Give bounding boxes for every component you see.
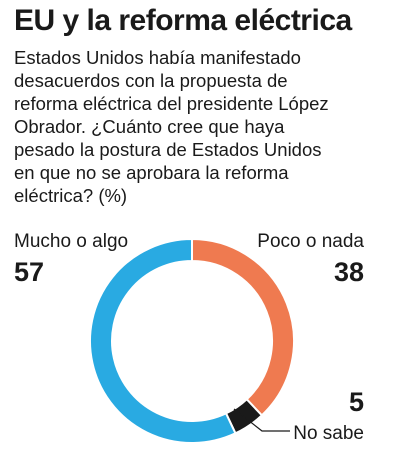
category-label-no-sabe: No sabe [293, 423, 364, 444]
question-line: pesado la postura de Estados Unidos [14, 139, 322, 160]
slice-poco-o-nada [191, 237, 295, 417]
question-text: Estados Unidos había manifestado desacue… [14, 46, 394, 207]
question-line: Obrador. ¿Cuánto cree que haya [14, 116, 285, 137]
question-line: en que no se aprobara la reforma [14, 162, 289, 183]
donut-slices [89, 237, 295, 444]
category-label-poco: Poco o nada [257, 231, 364, 252]
value-label-poco: 38 [334, 257, 364, 287]
question-line: desacuerdos con la propuesta de [14, 70, 288, 91]
question-line: reforma eléctrica del presidente López [14, 93, 329, 114]
slice-mucho-o-algo [89, 237, 237, 444]
question-line: eléctrica? (%) [14, 185, 128, 206]
no-sabe-leader-line [233, 408, 290, 432]
value-label-mucho: 57 [14, 257, 44, 287]
category-label-mucho: Mucho o algo [14, 231, 128, 252]
value-label-no-sabe: 5 [349, 387, 364, 417]
question-line: Estados Unidos había manifestado [14, 47, 301, 68]
chart-title: EU y la reforma eléctrica [14, 4, 352, 37]
